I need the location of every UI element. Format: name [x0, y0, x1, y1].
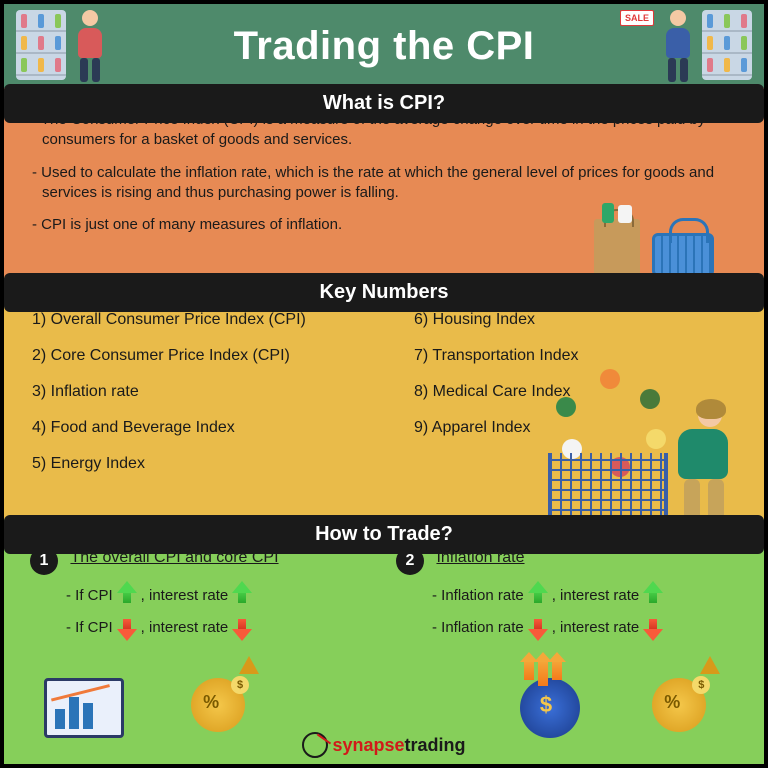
what-is-cpi-heading: What is CPI?: [4, 84, 764, 123]
key-item: 3) Inflation rate: [32, 383, 354, 401]
chart-report-icon: [44, 678, 134, 758]
how-item-1: 1 The overall CPI and core CPI - If CPI …: [30, 549, 372, 639]
how-text: - Inflation rate: [432, 587, 524, 604]
how-text: , interest rate: [141, 619, 229, 636]
shopping-man-illustration: [16, 4, 136, 94]
bag-basket-illustration: [594, 219, 714, 277]
what-bullet-2: - Used to calculate the inflation rate, …: [32, 163, 736, 204]
key-left-column: 1) Overall Consumer Price Index (CPI) 2)…: [32, 311, 354, 491]
arrow-down-icon: [530, 615, 546, 639]
logo-mark-icon: [302, 732, 328, 758]
how-to-trade-section: 1 The overall CPI and core CPI - If CPI …: [4, 519, 764, 764]
arrow-down-icon: [234, 615, 250, 639]
key-item: 2) Core Consumer Price Index (CPI): [32, 347, 354, 365]
shopping-basket-icon: [652, 233, 714, 277]
main-title: Trading the CPI: [234, 24, 535, 69]
shopping-woman-illustration: [632, 4, 752, 94]
arrow-up-icon: [530, 583, 546, 607]
how-line: - If CPI , interest rate: [66, 583, 372, 607]
how-text: - If CPI: [66, 587, 113, 604]
header-section: Trading the CPI SALE: [4, 4, 764, 88]
key-item: 5) Energy Index: [32, 455, 354, 473]
how-text: - Inflation rate: [432, 619, 524, 636]
how-line: - Inflation rate , interest rate: [432, 583, 738, 607]
arrow-down-icon: [645, 615, 661, 639]
key-item: 6) Housing Index: [414, 311, 736, 329]
coin-percent-up-icon: %$: [173, 678, 263, 758]
arrow-up-icon: [119, 583, 135, 607]
key-item: 1) Overall Consumer Price Index (CPI): [32, 311, 354, 329]
how-to-trade-heading: How to Trade?: [4, 515, 764, 554]
how-text: , interest rate: [552, 587, 640, 604]
key-numbers-section: 1) Overall Consumer Price Index (CPI) 2)…: [4, 277, 764, 519]
how-item-2: 2 Inflation rate - Inflation rate , inte…: [396, 549, 738, 639]
how-text: , interest rate: [141, 587, 229, 604]
how-text: - If CPI: [66, 619, 113, 636]
synapsetrading-logo: synapsetrading: [302, 732, 465, 758]
coin-percent-up-icon: %$: [634, 678, 724, 758]
key-numbers-heading: Key Numbers: [4, 273, 764, 312]
bottom-illustrations: %$ synapsetrading $ %$: [4, 664, 764, 758]
how-line: - If CPI , interest rate: [66, 615, 372, 639]
arrow-up-icon: [645, 583, 661, 607]
how-text: , interest rate: [552, 619, 640, 636]
logo-text-2: trading: [405, 735, 466, 755]
shopping-bag-icon: [594, 219, 640, 277]
logo-text-1: synapse: [332, 735, 404, 755]
arrow-down-icon: [119, 615, 135, 639]
arrow-up-icon: [234, 583, 250, 607]
how-line: - Inflation rate , interest rate: [432, 615, 738, 639]
key-item: 4) Food and Beverage Index: [32, 419, 354, 437]
dollar-coin-arrows-icon: $: [505, 678, 595, 758]
infographic-page: Trading the CPI SALE What is CPI? - The …: [0, 0, 768, 768]
